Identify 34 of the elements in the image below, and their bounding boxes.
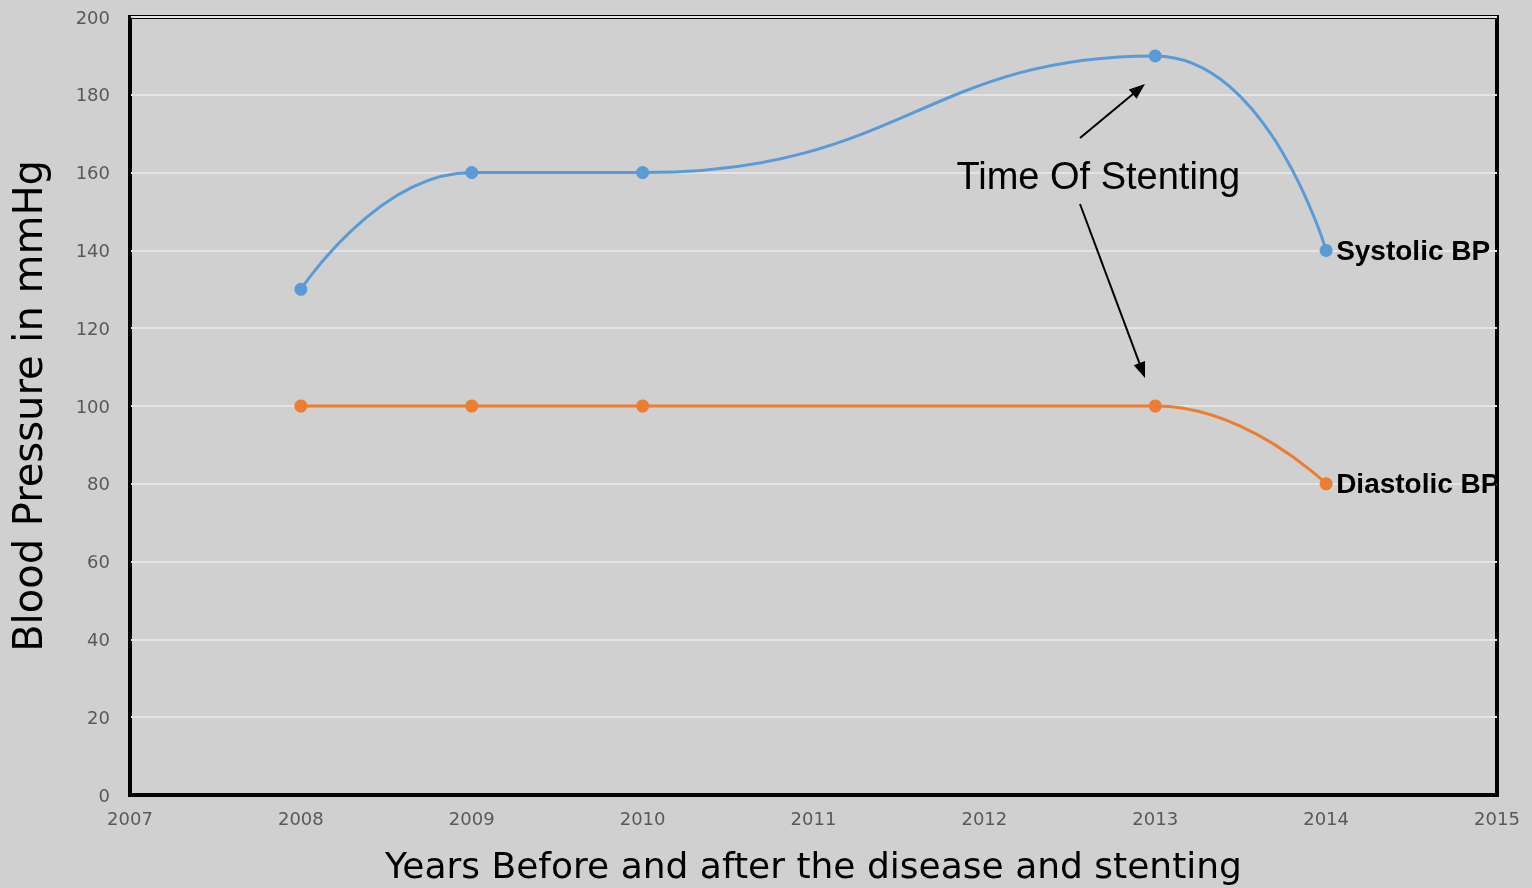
- x-axis-title: Years Before and after the disease and stenting: [384, 844, 1242, 886]
- y-tick-label: 160: [75, 162, 110, 184]
- point: [1148, 399, 1162, 413]
- point: [636, 399, 650, 413]
- y-tick-label: 100: [75, 395, 110, 417]
- x-tick-label: 2007: [107, 807, 153, 829]
- y-tick-label: 40: [87, 628, 110, 650]
- point: [465, 399, 479, 413]
- x-tick-label: 2013: [1132, 807, 1179, 829]
- point: [636, 166, 650, 180]
- point: [1319, 477, 1333, 491]
- y-tick-label: 0: [98, 784, 110, 806]
- y-tick-label: 20: [87, 706, 110, 728]
- y-tick-label: 200: [75, 6, 110, 28]
- point: [1148, 49, 1162, 63]
- point: [294, 399, 308, 413]
- x-tick-label: 2008: [277, 807, 324, 829]
- x-tick-label: 2014: [1303, 807, 1350, 829]
- y-tick-label: 180: [75, 84, 110, 106]
- point: [294, 282, 308, 296]
- y-tick-label: 60: [87, 551, 110, 573]
- x-tick-label: 2012: [961, 807, 1008, 829]
- series-label: Systolic BP: [1336, 234, 1491, 266]
- y-tick-label: 80: [87, 473, 110, 495]
- x-tick-label: 2015: [1474, 807, 1520, 829]
- point: [465, 166, 479, 180]
- x-tick-label: 2010: [619, 807, 666, 829]
- x-tick-label: 2011: [790, 807, 837, 829]
- x-tick-label: 2009: [448, 807, 495, 829]
- annotation: Time Of Stenting: [956, 154, 1241, 197]
- y-tick-label: 120: [75, 317, 110, 339]
- y-axis-title: Blood Pressure in mmHg: [5, 160, 51, 652]
- point: [1319, 243, 1333, 257]
- y-tick-label: 140: [75, 239, 110, 261]
